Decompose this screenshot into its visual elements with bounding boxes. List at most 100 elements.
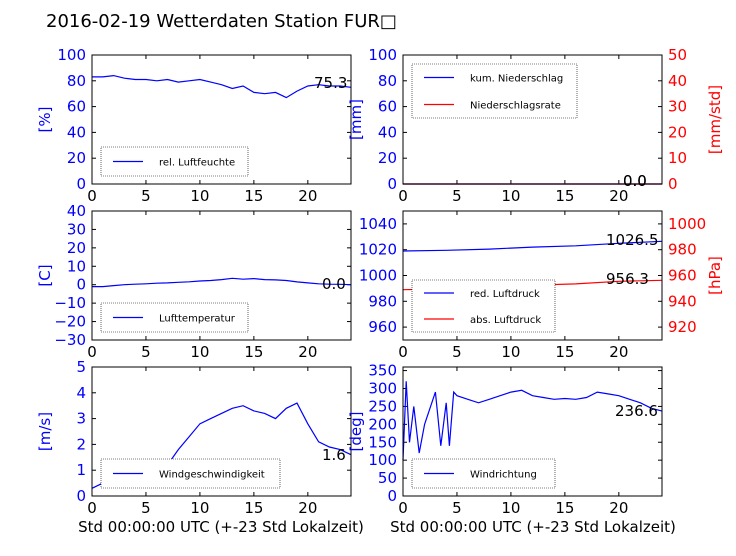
y-tick-label: 20 (378, 149, 397, 167)
y-tick-label: 4 (76, 384, 86, 402)
x-tick-label: 0 (398, 187, 408, 205)
x-tick-label: 20 (609, 187, 628, 205)
y-tick-label-right: 1000 (668, 215, 706, 233)
y-tick-label: 20 (67, 239, 86, 257)
y-tick-label: 350 (368, 362, 397, 380)
y-tick-label: 1000 (359, 267, 397, 285)
y-tick-label: 40 (378, 123, 397, 141)
y-tick-label: 100 (368, 46, 397, 64)
y-tick-label: −30 (54, 331, 86, 349)
y-tick-label: 960 (368, 318, 397, 336)
legend-label: abs. Luftdruck (470, 315, 541, 326)
legend-label: red. Luftdruck (470, 289, 540, 300)
y-tick-label-right: 920 (668, 318, 697, 336)
legend-label: Windrichtung (470, 470, 537, 481)
plot-frame (91, 366, 352, 497)
y-tick-label: 10 (67, 257, 86, 275)
y-tick-label: 0 (76, 487, 86, 505)
last-value-label: 236.6 (615, 402, 658, 420)
x-tick-label: 5 (452, 499, 462, 517)
y-tick-label: 0 (76, 175, 86, 193)
y-tick-label: 300 (368, 380, 397, 398)
panel-windspeed: 0 5 10 15 20 0 1 2 3 4 5 [m/s] 1.6 Windgeschwindigkei… (36, 358, 352, 517)
x-tick-label: 10 (190, 499, 209, 517)
y-tick-label-right: 960 (668, 267, 697, 285)
y-tick-label: 1040 (359, 215, 397, 233)
y-tick-label-right: 20 (668, 123, 687, 141)
figure-title: 2016-02-19 Wetterdaten Station FUR□ (46, 11, 397, 32)
plot-frame (91, 54, 352, 185)
x-tick-label: 20 (298, 187, 317, 205)
x-tick-label: 5 (141, 499, 151, 517)
y-tick-label: 3 (76, 410, 86, 428)
x-tick-label: 20 (298, 343, 317, 361)
panel-winddirection: 0 5 10 15 20050100150200250300350[deg]236.6W… (347, 362, 663, 517)
last-value-label: 0.0 (322, 275, 346, 293)
y-tick-label: 100 (57, 46, 86, 64)
legend-label: kum. Niederschlag (470, 74, 563, 85)
last-value-label: 0.0 (623, 172, 647, 190)
series-line (402, 240, 663, 252)
x-tick-label: 0 (398, 499, 408, 517)
y-tick-label: 2 (76, 435, 86, 453)
y-axis-label: [deg] (347, 412, 365, 452)
x-tick-label: 20 (298, 499, 317, 517)
legend-label: Lufttemperatur (159, 314, 236, 325)
panel-precipitation: 0 5 10 15 20 0 20 40 60 80 100 0 10 20 30 40 50 [mm] [mm/s… (347, 46, 724, 205)
y-tick-label: 200 (368, 415, 397, 433)
y-tick-label: 1020 (359, 241, 397, 259)
y-tick-label: 250 (368, 397, 397, 415)
y-tick-label: 30 (67, 220, 86, 238)
legend-label: rel. Luftfeuchte (159, 158, 235, 169)
panel-pressure: 0 5 10 15 20 960 980 1000 1020 1040 920 940 960 980 10… (359, 210, 724, 361)
y-tick-label-right: 30 (668, 98, 687, 116)
y-tick-label-right: 940 (668, 292, 697, 310)
x-tick-label: 5 (141, 187, 151, 205)
y-axis-label-right: [hPa] (706, 256, 724, 295)
x-tick-label: 15 (244, 499, 263, 517)
legend-box (411, 279, 556, 333)
y-tick-label-right: 40 (668, 72, 687, 90)
x-tick-label: 15 (555, 187, 574, 205)
x-tick-label: 0 (398, 343, 408, 361)
x-axis-label-right: Std 00:00:00 UTC (+-23 Std Lokalzeit) (390, 518, 676, 536)
x-tick-label: 15 (555, 499, 574, 517)
x-tick-label: 10 (190, 343, 209, 361)
x-tick-label: 15 (244, 343, 263, 361)
x-tick-label: 0 (87, 499, 97, 517)
y-tick-label: 0 (387, 487, 397, 505)
y-tick-label: 980 (368, 292, 397, 310)
y-tick-label: −20 (54, 313, 86, 331)
y-tick-label: 40 (67, 123, 86, 141)
x-tick-label: 10 (190, 187, 209, 205)
plot-frame (402, 366, 663, 497)
x-tick-label: 5 (452, 187, 462, 205)
x-tick-label: 5 (141, 343, 151, 361)
y-tick-label: 80 (67, 72, 86, 90)
y-axis-label: [%] (36, 107, 54, 133)
y-tick-label: 1 (76, 461, 86, 479)
y-tick-label: 0 (387, 175, 397, 193)
y-axis-label: [m/s] (36, 412, 54, 451)
y-tick-label: 20 (67, 149, 86, 167)
last-value-label: 956.3 (606, 270, 649, 288)
x-tick-label: 20 (609, 499, 628, 517)
y-axis-label: [C] (36, 264, 54, 286)
legend-label: Windgeschwindigkeit (159, 470, 265, 481)
y-tick-label-right: 10 (668, 149, 687, 167)
last-value-label: 1026.5 (606, 231, 659, 249)
plot-frame (91, 210, 352, 341)
last-value-label: 75.3 (314, 74, 347, 92)
x-tick-label: 0 (87, 187, 97, 205)
x-axis-label-left: Std 00:00:00 UTC (+-23 Std Lokalzeit) (78, 518, 364, 536)
x-tick-label: 5 (452, 343, 462, 361)
last-value-label: 1.6 (322, 446, 346, 464)
plot-frame (402, 54, 663, 185)
legend-box (411, 63, 578, 119)
last-value-label: 0.0 (623, 172, 647, 190)
y-tick-label: 80 (378, 72, 397, 90)
y-tick-label-right: 0 (668, 175, 678, 193)
y-tick-label-right: 50 (668, 46, 687, 64)
